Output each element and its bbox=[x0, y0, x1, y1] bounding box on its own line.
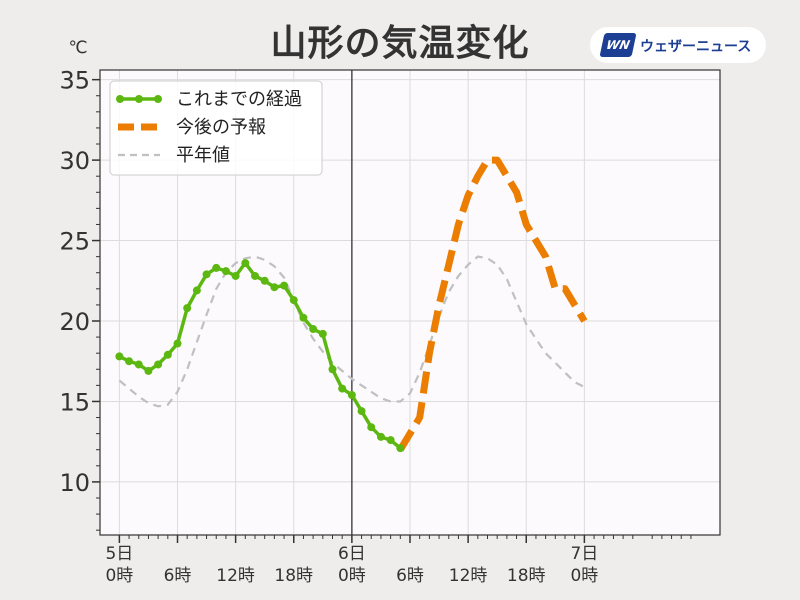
data-point bbox=[280, 281, 289, 290]
x-tick-label-hour: 6時 bbox=[396, 566, 424, 586]
data-point bbox=[241, 259, 250, 268]
data-point bbox=[376, 432, 385, 441]
x-tick-label: 6時 bbox=[396, 566, 424, 586]
data-point bbox=[221, 267, 230, 276]
x-tick-label: 18時 bbox=[507, 566, 546, 586]
legend-label-1: 今後の予報 bbox=[176, 117, 266, 138]
x-tick-label: 6時 bbox=[164, 566, 192, 586]
data-point bbox=[367, 423, 376, 432]
data-point bbox=[154, 360, 163, 369]
y-tick-label: 35 bbox=[59, 67, 90, 95]
y-tick-label: 15 bbox=[59, 388, 90, 416]
chart-title: 山形の気温変化 bbox=[270, 23, 530, 64]
data-point bbox=[173, 339, 182, 348]
data-point bbox=[192, 286, 201, 295]
data-point bbox=[260, 276, 269, 285]
legend-marker bbox=[154, 95, 162, 103]
y-tick-label: 30 bbox=[59, 147, 90, 175]
data-point bbox=[299, 313, 308, 322]
x-tick-label-day: 6日 bbox=[338, 544, 366, 564]
legend-marker bbox=[135, 95, 143, 103]
x-tick-label: 12時 bbox=[449, 566, 488, 586]
x-tick-label-hour: 12時 bbox=[216, 566, 255, 586]
legend-label-0: これまでの経過 bbox=[176, 89, 302, 110]
data-point bbox=[270, 283, 279, 292]
x-tick-label-day: 5日 bbox=[105, 544, 133, 564]
data-point bbox=[386, 436, 395, 445]
grid-lines bbox=[100, 70, 720, 535]
series-line-2 bbox=[118, 255, 585, 408]
data-point bbox=[289, 296, 298, 305]
data-point bbox=[251, 271, 259, 280]
data-point bbox=[357, 407, 366, 416]
x-tick-label-hour: 18時 bbox=[274, 566, 313, 586]
legend-box bbox=[109, 80, 323, 176]
x-tick-label: 5日 0時 bbox=[105, 544, 133, 586]
data-point bbox=[134, 360, 143, 369]
data-point bbox=[338, 384, 347, 393]
data-point bbox=[309, 325, 318, 334]
data-point bbox=[115, 352, 124, 361]
x-tick-label: 6日 0時 bbox=[338, 544, 366, 586]
y-tick-label: 10 bbox=[59, 469, 90, 497]
data-point bbox=[328, 365, 337, 374]
x-tick-label: 18時 bbox=[274, 566, 313, 586]
data-point bbox=[125, 357, 134, 366]
x-tick-label-hour: 12時 bbox=[449, 566, 488, 586]
series-line-1 bbox=[397, 156, 588, 452]
data-point bbox=[231, 271, 240, 280]
data-point bbox=[212, 263, 221, 272]
plot-frame bbox=[99, 69, 721, 536]
x-tick-label: 7日 0時 bbox=[570, 544, 598, 586]
data-point bbox=[202, 270, 211, 279]
data-point bbox=[183, 304, 192, 313]
data-point bbox=[318, 329, 327, 338]
y-tick-label: 20 bbox=[59, 308, 90, 336]
x-tick-label-hour: 18時 bbox=[507, 566, 546, 586]
weathernews-logo: WN ウェザーニュース bbox=[590, 27, 766, 63]
y-tick-label: 25 bbox=[59, 228, 90, 256]
x-tick-label-hour: 0時 bbox=[105, 566, 133, 586]
weathernews-logo-text: ウェザーニュース bbox=[640, 39, 752, 55]
x-tick-label-hour: 0時 bbox=[570, 566, 598, 586]
x-tick-label-day: 7日 bbox=[570, 544, 598, 564]
data-point bbox=[144, 366, 153, 375]
legend-marker bbox=[116, 95, 124, 103]
legend-label-2: 平年値 bbox=[176, 145, 230, 166]
series-layer bbox=[115, 156, 588, 453]
x-tick-label: 12時 bbox=[216, 566, 255, 586]
data-point bbox=[396, 444, 405, 453]
data-point bbox=[163, 350, 172, 359]
y-axis-unit: ℃ bbox=[68, 38, 87, 58]
data-point bbox=[347, 391, 356, 400]
x-tick-label-hour: 6時 bbox=[164, 566, 192, 586]
x-tick-label-hour: 0時 bbox=[338, 566, 366, 586]
